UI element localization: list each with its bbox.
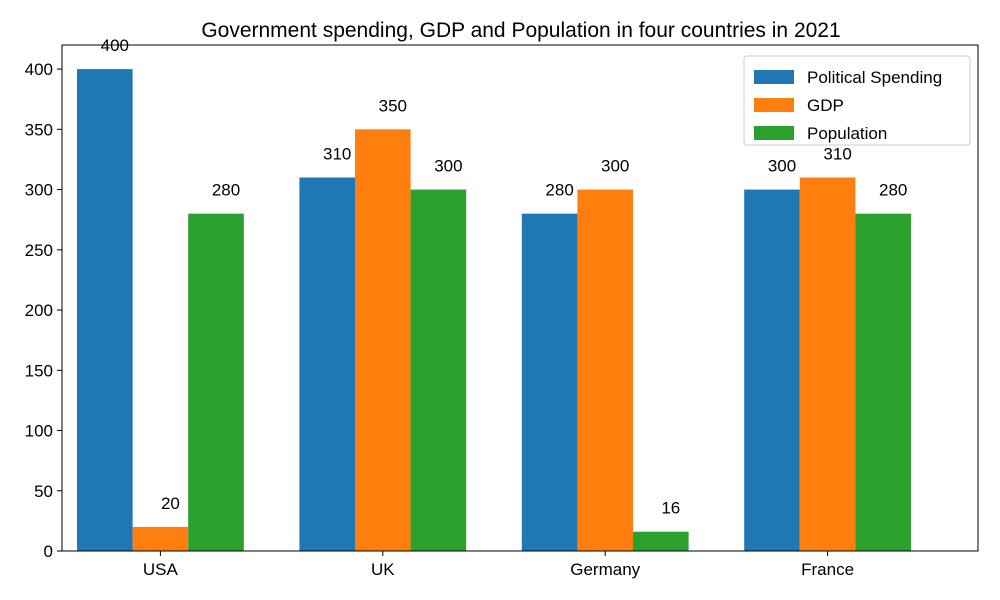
bar-label-germany-political-spending: 280 bbox=[545, 181, 573, 200]
bar-label-france-population: 280 bbox=[879, 181, 907, 200]
y-axis: 0 50 100 150 200 250 300 350 400 bbox=[25, 60, 62, 561]
y-tick-label: 150 bbox=[25, 361, 53, 380]
bar-france-political-spending bbox=[744, 189, 800, 551]
bar-label-france-political-spending: 300 bbox=[768, 157, 796, 176]
y-tick-label: 100 bbox=[25, 422, 53, 441]
bar-label-uk-gdp: 350 bbox=[379, 96, 407, 115]
bar-germany-population bbox=[633, 531, 689, 551]
bar-label-uk-population: 300 bbox=[434, 157, 462, 176]
y-tick-label: 400 bbox=[25, 60, 53, 79]
legend-label-political-spending: Political Spending bbox=[807, 68, 942, 87]
x-axis: USA UK Germany France bbox=[143, 551, 854, 579]
bar-germany-gdp bbox=[577, 189, 633, 551]
bar-germany-political-spending bbox=[521, 213, 578, 552]
legend-label-gdp: GDP bbox=[807, 96, 844, 115]
chart-title: Government spending, GDP and Population … bbox=[201, 19, 840, 42]
bar-label-france-gdp: 310 bbox=[823, 145, 851, 164]
bar-usa-gdp bbox=[132, 526, 189, 551]
x-tick-label: USA bbox=[143, 560, 179, 579]
y-tick-label: 200 bbox=[25, 301, 53, 320]
bar-france-gdp bbox=[799, 177, 856, 551]
y-tick-label: 50 bbox=[34, 482, 53, 501]
bar-label-germany-gdp: 300 bbox=[601, 157, 629, 176]
bar-label-usa-gdp: 20 bbox=[161, 494, 180, 513]
y-tick-label: 250 bbox=[25, 241, 53, 260]
plot-frame bbox=[61, 44, 979, 552]
legend-swatch-political-spending bbox=[754, 70, 794, 84]
bar-label-usa-political-spending: 400 bbox=[101, 36, 129, 55]
legend-box bbox=[743, 55, 971, 146]
bar-uk-political-spending bbox=[299, 177, 355, 551]
y-tick-label: 300 bbox=[25, 181, 53, 200]
bar-label-usa-population: 280 bbox=[212, 181, 240, 200]
bar-uk-population bbox=[410, 189, 467, 551]
bars-group bbox=[77, 69, 911, 552]
y-tick-label: 0 bbox=[44, 542, 53, 561]
legend-label-population: Population bbox=[807, 124, 887, 143]
bar-usa-political-spending bbox=[77, 69, 133, 551]
bar-label-germany-population: 16 bbox=[661, 499, 680, 518]
legend-swatch-gdp bbox=[754, 98, 794, 112]
bar-labels-group: 400 20 280 310 350 300 280 300 16 300 310 280 bbox=[101, 36, 908, 518]
legend: Political Spending GDP Population bbox=[743, 55, 971, 146]
x-tick-label: France bbox=[801, 560, 854, 579]
bar-usa-population bbox=[188, 213, 244, 552]
x-tick-label: UK bbox=[371, 560, 395, 579]
bar-uk-gdp bbox=[355, 129, 411, 551]
y-tick-label: 350 bbox=[25, 120, 53, 139]
x-tick-label: Germany bbox=[570, 560, 640, 579]
bar-label-uk-political-spending: 310 bbox=[323, 145, 351, 164]
legend-swatch-population bbox=[754, 126, 794, 140]
bar-france-population bbox=[855, 213, 911, 552]
